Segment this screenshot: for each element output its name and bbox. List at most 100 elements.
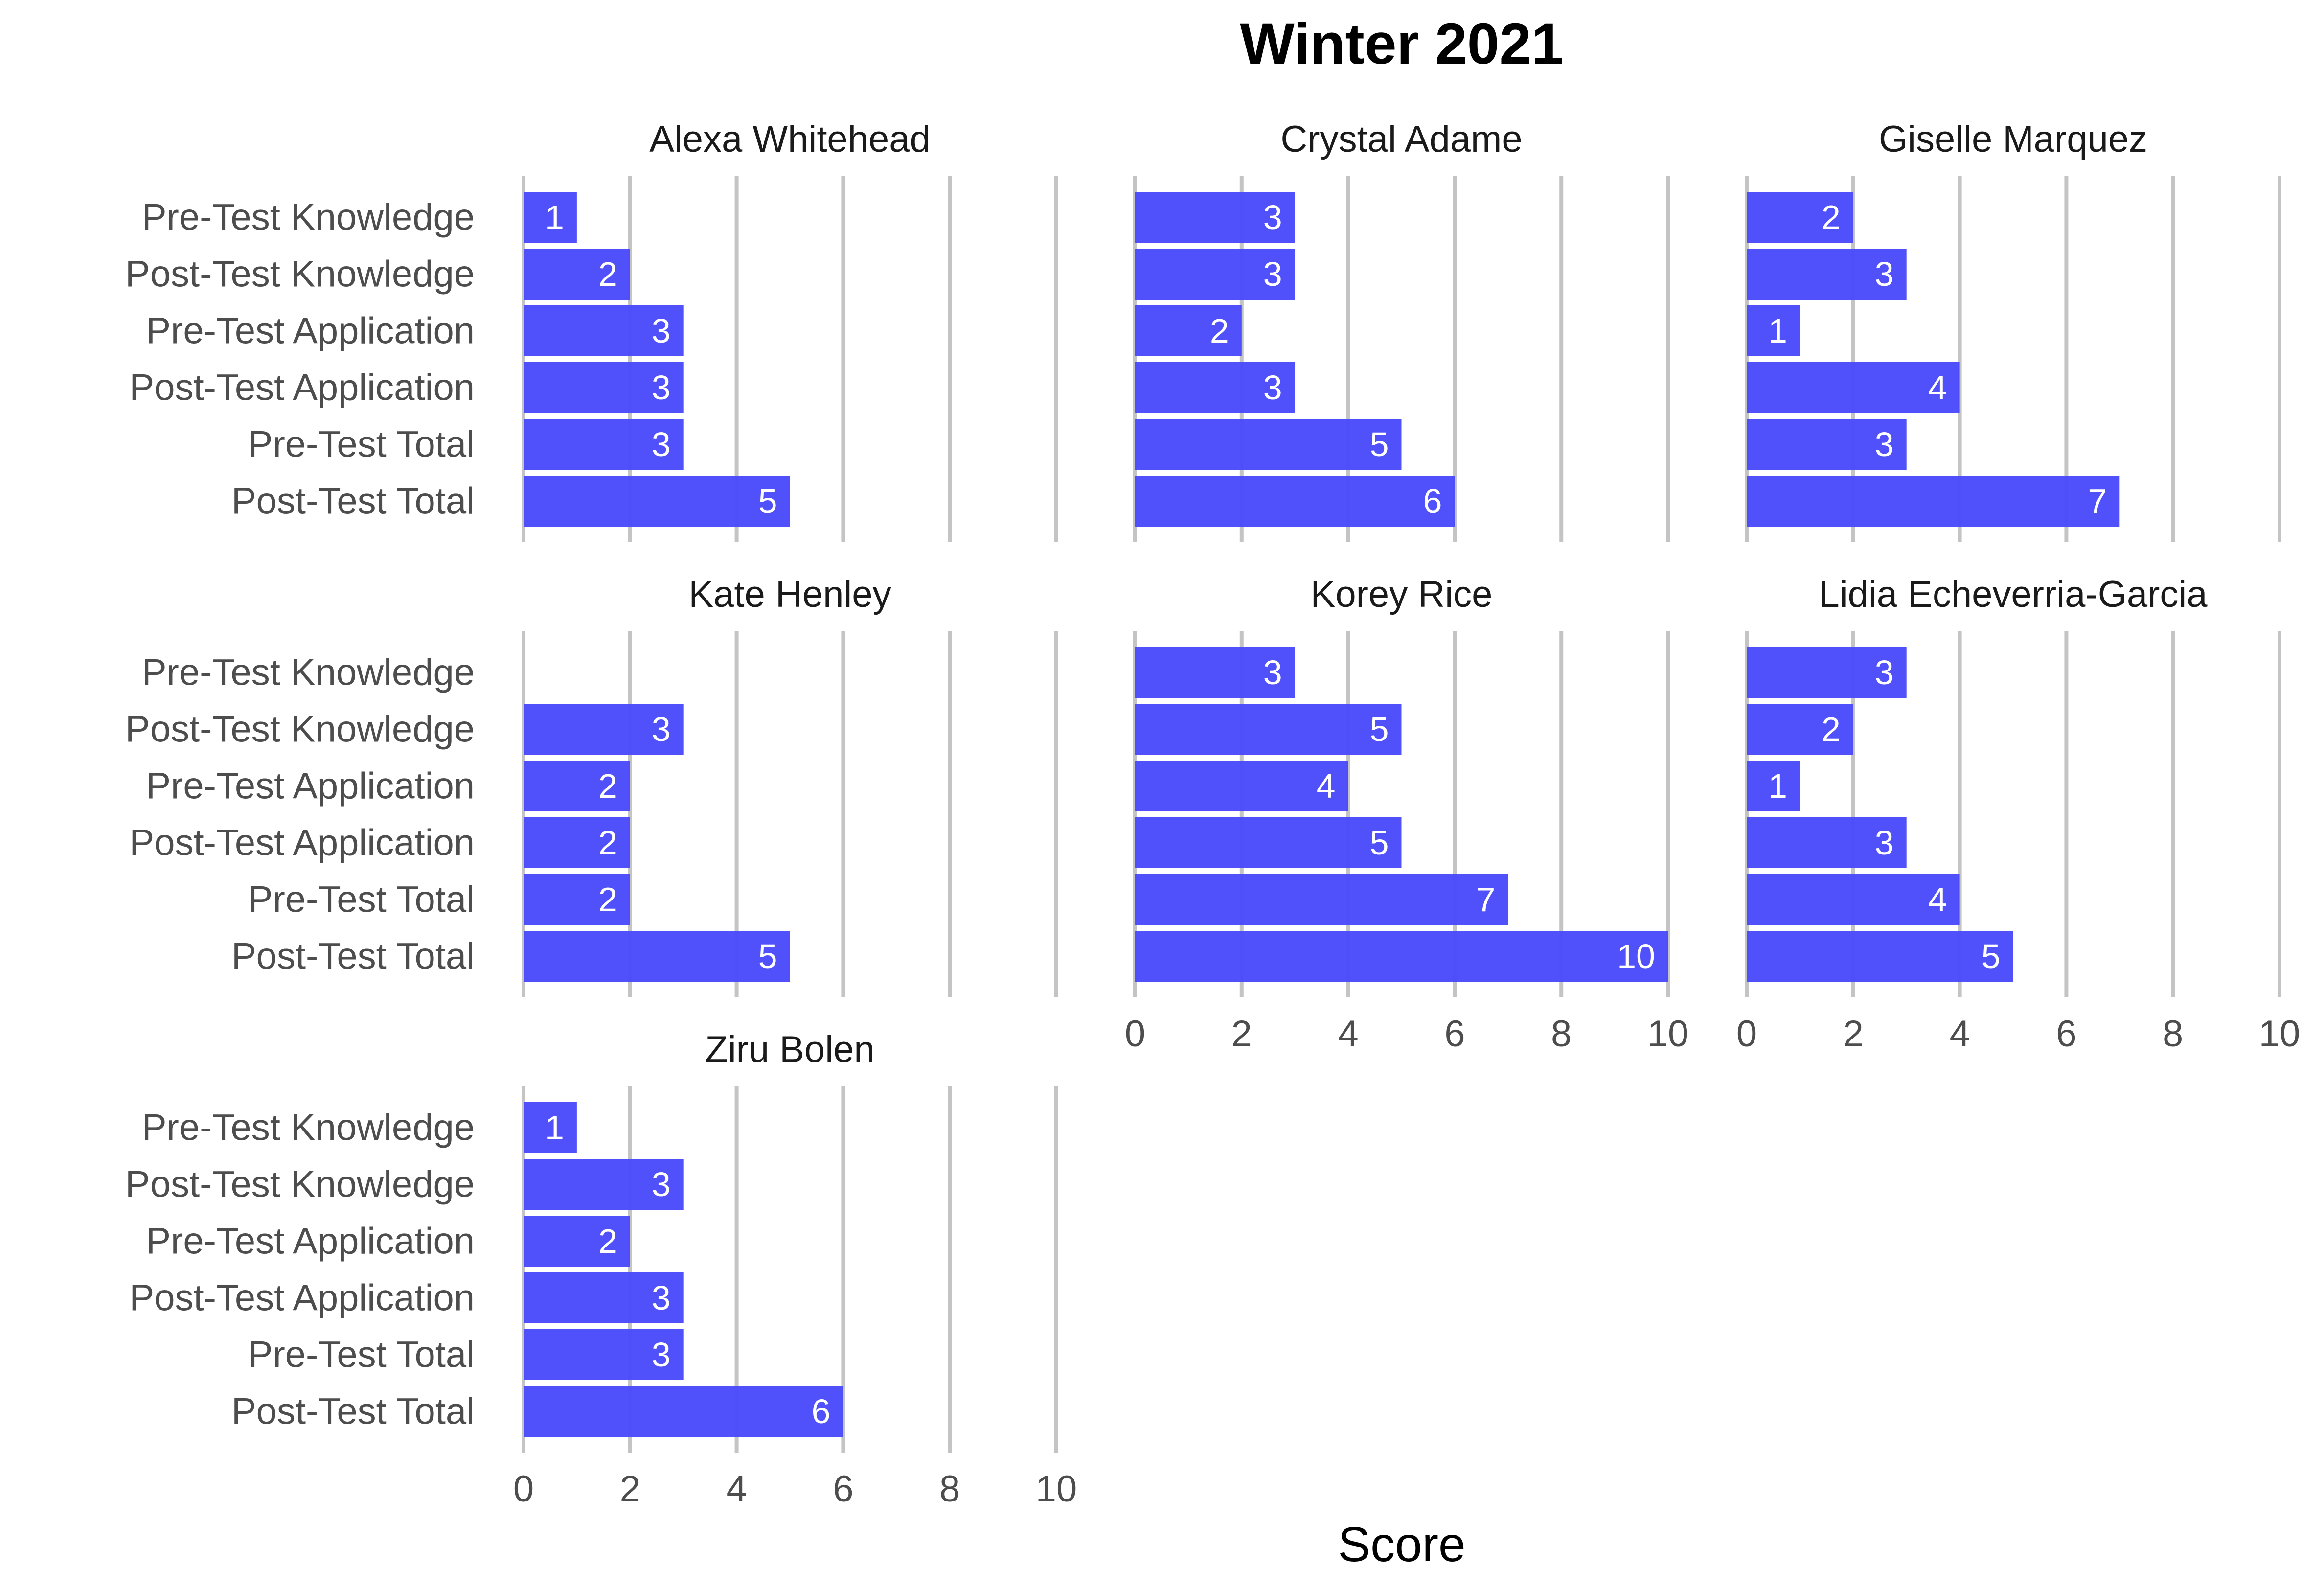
x-tick-label: 8 <box>1551 1013 1572 1055</box>
bar-post-test-total <box>524 476 790 527</box>
category-label-pre-test-total: Pre-Test Total <box>248 879 475 921</box>
bar-post-test-total <box>1747 931 2013 982</box>
category-label-pre-test-knowledge: Pre-Test Knowledge <box>142 652 475 693</box>
bar-post-test-application <box>1135 817 1402 868</box>
category-label-pre-test-application: Pre-Test Application <box>146 310 475 352</box>
bar-label-pre-test-total: 3 <box>652 425 671 463</box>
bar-label-pre-test-knowledge: 1 <box>545 1108 564 1147</box>
x-tick-label: 0 <box>1125 1013 1145 1055</box>
bar-post-test-knowledge <box>524 1159 684 1210</box>
bar-label-post-test-application: 2 <box>598 824 617 862</box>
bar-label-post-test-knowledge: 2 <box>598 255 617 293</box>
bar-label-post-test-total: 10 <box>1617 937 1655 975</box>
panel-title-giselle-marquez: Giselle Marquez <box>1879 118 2147 160</box>
bar-pre-test-knowledge <box>1135 647 1295 698</box>
bar-label-pre-test-total: 5 <box>1370 425 1389 463</box>
bar-label-pre-test-application: 2 <box>598 1222 617 1260</box>
bar-post-test-application <box>524 362 684 413</box>
x-tick-label: 6 <box>833 1468 853 1510</box>
x-tick-label: 6 <box>1444 1013 1465 1055</box>
x-tick-label: 0 <box>513 1468 534 1510</box>
bar-pre-test-total <box>1747 874 1960 925</box>
x-tick-label: 8 <box>2163 1013 2183 1055</box>
bar-label-pre-test-total: 4 <box>1928 880 1947 919</box>
bar-pre-test-total <box>1135 419 1402 470</box>
panel-title-ziru-bolen: Ziru Bolen <box>705 1029 874 1070</box>
bar-pre-test-application <box>524 305 684 356</box>
bar-pre-test-application <box>1747 305 1800 356</box>
bar-label-pre-test-total: 3 <box>652 1336 671 1374</box>
x-tick-label: 6 <box>2056 1013 2076 1055</box>
x-tick-label: 4 <box>1338 1013 1358 1055</box>
bar-label-pre-test-application: 3 <box>652 312 671 350</box>
bar-label-post-test-total: 7 <box>2088 482 2107 520</box>
bar-post-test-application <box>1135 362 1295 413</box>
category-label-post-test-application: Post-Test Application <box>130 1277 475 1319</box>
bar-label-pre-test-knowledge: 1 <box>545 198 564 236</box>
panel-title-alexa-whitehead: Alexa Whitehead <box>649 118 931 160</box>
category-label-post-test-knowledge: Post-Test Knowledge <box>125 1164 475 1205</box>
bar-pre-test-knowledge <box>1747 192 1853 243</box>
bar-label-post-test-application: 3 <box>1875 824 1894 862</box>
bar-post-test-knowledge <box>1135 704 1402 755</box>
bar-label-post-test-application: 3 <box>1263 369 1282 407</box>
bar-post-test-application <box>1747 362 1960 413</box>
category-label-pre-test-total: Pre-Test Total <box>248 1334 475 1376</box>
x-tick-label: 10 <box>2259 1013 2301 1055</box>
bar-label-pre-test-application: 1 <box>1768 767 1787 805</box>
bar-label-post-test-knowledge: 5 <box>1370 710 1389 748</box>
bar-label-post-test-knowledge: 3 <box>652 1165 671 1203</box>
bar-post-test-total <box>524 931 790 982</box>
category-label-pre-test-knowledge: Pre-Test Knowledge <box>142 197 475 238</box>
bar-pre-test-knowledge <box>1747 647 1907 698</box>
x-axis-title: Score <box>1338 1517 1465 1572</box>
bar-post-test-total <box>1747 476 2120 527</box>
bar-pre-test-total <box>524 874 630 925</box>
panel-title-lidia-echeverria-garcia: Lidia Echeverria-Garcia <box>1819 574 2208 615</box>
category-label-pre-test-application: Pre-Test Application <box>146 1221 475 1262</box>
panel-title-crystal-adame: Crystal Adame <box>1280 118 1522 160</box>
category-label-pre-test-total: Pre-Test Total <box>248 424 475 465</box>
x-tick-label: 2 <box>1843 1013 1864 1055</box>
category-label-post-test-knowledge: Post-Test Knowledge <box>125 254 475 295</box>
category-label-post-test-total: Post-Test Total <box>231 1391 475 1432</box>
bar-label-pre-test-knowledge: 2 <box>1822 198 1841 236</box>
bar-label-pre-test-application: 1 <box>1768 312 1787 350</box>
category-label-post-test-application: Post-Test Application <box>130 367 475 409</box>
bar-pre-test-application <box>524 761 630 811</box>
bar-pre-test-application <box>1135 761 1348 811</box>
x-tick-label: 2 <box>620 1468 640 1510</box>
bar-label-post-test-application: 3 <box>652 369 671 407</box>
bar-label-post-test-total: 6 <box>811 1392 830 1431</box>
bar-post-test-knowledge <box>1747 704 1853 755</box>
category-label-pre-test-knowledge: Pre-Test Knowledge <box>142 1107 475 1149</box>
bar-post-test-knowledge <box>524 249 630 300</box>
bar-label-pre-test-total: 7 <box>1476 880 1495 919</box>
bar-post-test-total <box>1135 931 1668 982</box>
x-tick-label: 4 <box>726 1468 747 1510</box>
bar-label-post-test-total: 5 <box>1982 937 2001 975</box>
bar-pre-test-application <box>1135 305 1242 356</box>
x-tick-label: 4 <box>1949 1013 1970 1055</box>
bar-post-test-knowledge <box>1135 249 1295 300</box>
bar-label-pre-test-knowledge: 3 <box>1263 653 1282 692</box>
x-tick-label: 2 <box>1231 1013 1252 1055</box>
category-label-pre-test-application: Pre-Test Application <box>146 765 475 807</box>
x-tick-label: 10 <box>1647 1013 1689 1055</box>
category-label-post-test-total: Post-Test Total <box>231 481 475 522</box>
chart-title: Winter 2021 <box>1240 12 1563 76</box>
category-label-post-test-application: Post-Test Application <box>130 822 475 864</box>
category-label-post-test-knowledge: Post-Test Knowledge <box>125 709 475 750</box>
bar-pre-test-knowledge <box>1135 192 1295 243</box>
bar-post-test-total <box>524 1386 843 1437</box>
bar-post-test-application <box>524 817 630 868</box>
x-tick-label: 0 <box>1736 1013 1757 1055</box>
bar-pre-test-knowledge <box>524 192 577 243</box>
bar-pre-test-total <box>1747 419 1907 470</box>
bar-label-post-test-total: 5 <box>758 937 777 975</box>
